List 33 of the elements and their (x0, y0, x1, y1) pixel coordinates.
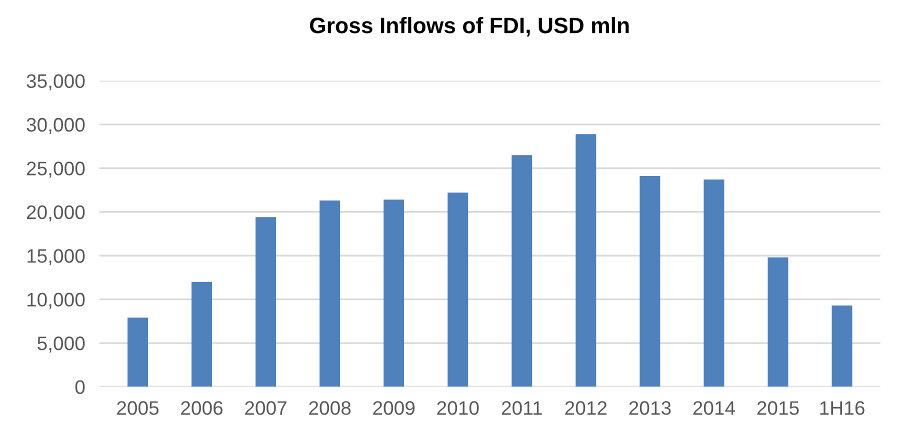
y-tick-label: 5,000 (38, 336, 85, 353)
y-tick-label: 0 (75, 380, 85, 394)
x-tick-label: 2015 (757, 401, 799, 415)
bar (576, 134, 596, 387)
x-tick-label: 2013 (629, 401, 671, 415)
x-tick-label: 2008 (309, 401, 351, 415)
bar (768, 257, 788, 387)
bar (704, 180, 724, 387)
y-tick-label: 25,000 (26, 162, 85, 178)
bar (192, 282, 212, 387)
bar (448, 192, 468, 387)
x-tick-label: 2012 (565, 401, 607, 415)
x-tick-label: 1H16 (820, 401, 864, 415)
y-tick-label: 10,000 (27, 292, 85, 309)
bar (832, 305, 852, 387)
y-tick-label: 35,000 (26, 74, 85, 90)
x-tick-label: 2006 (181, 401, 223, 415)
x-tick-label: 2010 (437, 401, 479, 415)
x-tick-label: 2009 (373, 401, 415, 415)
bar (640, 176, 660, 387)
y-tick-label: 15,000 (27, 249, 85, 266)
x-tick-label: 2011 (502, 401, 542, 415)
bar (320, 200, 340, 387)
bar (384, 200, 404, 387)
x-tick-label: 2014 (693, 401, 736, 415)
bar (128, 318, 148, 387)
x-tick-label: 2005 (117, 401, 159, 415)
x-tick-label: 2007 (245, 401, 286, 415)
bar (512, 155, 532, 387)
chart-title: Gross Inflows of FDI, USD mln (310, 17, 629, 37)
y-tick-label: 30,000 (26, 118, 85, 134)
bar (256, 217, 276, 387)
y-tick-label: 20,000 (26, 205, 85, 222)
